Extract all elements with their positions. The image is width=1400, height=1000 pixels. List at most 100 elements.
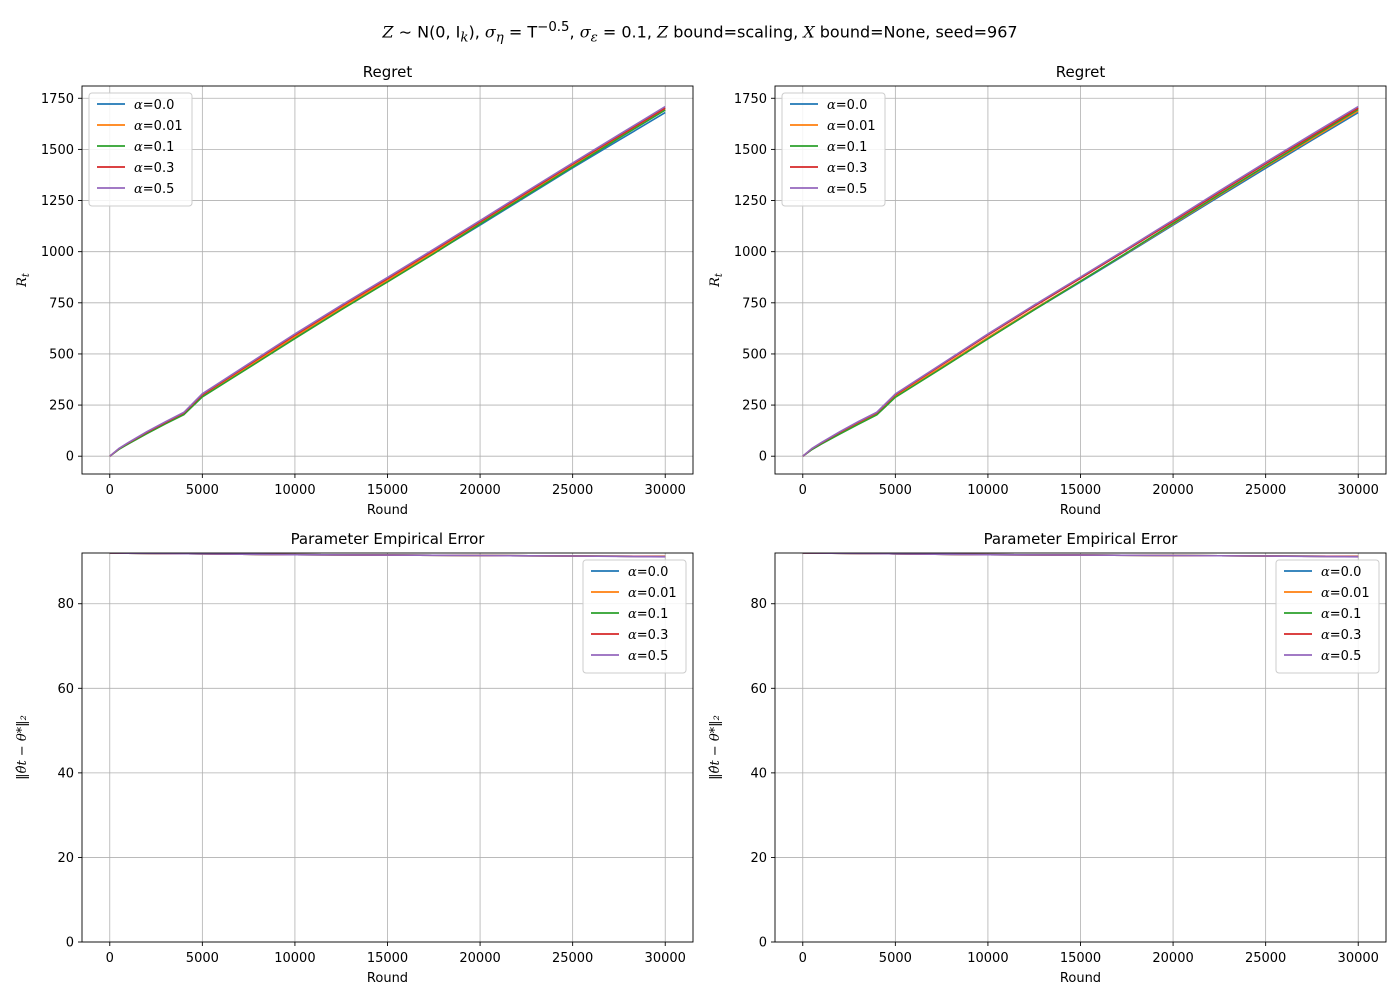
x-tick-label: 20000 xyxy=(1152,951,1193,966)
suptitle-zbound: Z xyxy=(656,22,669,42)
y-tick-label: 500 xyxy=(742,347,767,362)
chart-panel-2: 0 5000 10000 15000 20000 25000 30000 0 250 500 750… xyxy=(708,63,1387,518)
series-line-5 xyxy=(802,105,1359,457)
legend: α=0.0 α=0.01 α=0.1 α=0.3 α=0.5 xyxy=(1275,559,1380,674)
legend-entry-label: α=0.01 xyxy=(134,119,183,134)
legend-entry-label: α=0.01 xyxy=(827,119,876,134)
y-tick-label: 40 xyxy=(57,766,74,781)
suptitle-sigma-eta-exp: −0.5 xyxy=(537,20,570,35)
chart-title: Regret xyxy=(363,63,413,81)
legend-entry-label: α=0.01 xyxy=(628,586,677,601)
legend-entry-label: α=0.5 xyxy=(1321,649,1361,664)
x-tick-label: 30000 xyxy=(645,483,686,498)
suptitle-xbound: X xyxy=(803,22,815,42)
figure-suptitle: Z ∼ N(0, Ik), ση = T−0.5, σε = 0.1, Z bo… xyxy=(382,20,1018,46)
legend-entry-label: α=0.5 xyxy=(628,649,668,664)
x-tick-label: 25000 xyxy=(552,483,593,498)
suptitle-sigma-eta: σ xyxy=(484,22,496,42)
legend-entry-label: α=0.5 xyxy=(134,182,174,197)
y-tick-label: 1000 xyxy=(734,245,767,260)
suptitle-z: Z xyxy=(382,22,394,42)
x-tick-label: 15000 xyxy=(1060,951,1101,966)
suptitle-sigma-eps-sub: ε xyxy=(590,30,598,46)
legend-entry-label: α=0.5 xyxy=(827,182,867,197)
x-tick-label: 0 xyxy=(106,951,114,966)
legend-box xyxy=(781,92,886,207)
x-tick-label: 30000 xyxy=(1338,483,1379,498)
y-tick-label: 0 xyxy=(66,450,74,465)
y-tick-label: 250 xyxy=(742,399,767,414)
x-tick-label: 10000 xyxy=(967,951,1008,966)
x-tick-label: 0 xyxy=(799,483,807,498)
legend: α=0.0 α=0.01 α=0.1 α=0.3 α=0.5 xyxy=(582,559,687,674)
x-tick-label: 20000 xyxy=(459,483,500,498)
series-line-3 xyxy=(802,108,1359,457)
series-line-5 xyxy=(109,105,666,457)
chart-title: Parameter Empirical Error xyxy=(984,530,1179,548)
series-line-5 xyxy=(802,553,1359,558)
y-tick-label: 250 xyxy=(49,399,74,414)
y-tick-label: 1250 xyxy=(41,194,74,209)
y-tick-label: 500 xyxy=(49,347,74,362)
suptitle-sigma-eta-sub: η xyxy=(495,30,504,46)
x-tick-label: 25000 xyxy=(1245,483,1286,498)
x-axis-label: Round xyxy=(367,971,408,986)
x-tick-label: 15000 xyxy=(367,483,408,498)
y-tick-label: 80 xyxy=(57,597,74,612)
legend-entry-label: α=0.01 xyxy=(1321,586,1370,601)
legend-entry-label: α=0.0 xyxy=(827,98,867,113)
y-tick-label: 750 xyxy=(742,296,767,311)
y-axis-label: Rt xyxy=(15,272,32,288)
y-tick-label: 80 xyxy=(750,597,767,612)
y-tick-label: 1500 xyxy=(734,143,767,158)
suptitle-zbound-text: bound=scaling, xyxy=(668,22,804,42)
y-tick-label: 40 xyxy=(750,766,767,781)
x-tick-label: 15000 xyxy=(367,951,408,966)
legend-entry-label: α=0.3 xyxy=(827,161,867,176)
legend-entry-label: α=0.3 xyxy=(628,628,668,643)
y-tick-label: 0 xyxy=(759,936,767,951)
x-tick-label: 15000 xyxy=(1060,483,1101,498)
chart-title: Parameter Empirical Error xyxy=(291,530,486,548)
legend-box xyxy=(582,559,687,674)
y-tick-label: 20 xyxy=(57,851,74,866)
y-tick-label: 1500 xyxy=(41,143,74,158)
legend: α=0.0 α=0.01 α=0.1 α=0.3 α=0.5 xyxy=(781,92,886,207)
y-tick-label: 1250 xyxy=(734,194,767,209)
legend-entry-label: α=0.1 xyxy=(1321,607,1361,622)
y-tick-label: 60 xyxy=(57,682,74,697)
y-tick-label: 60 xyxy=(750,682,767,697)
x-tick-label: 5000 xyxy=(879,483,912,498)
x-tick-label: 25000 xyxy=(1245,951,1286,966)
legend-entry-label: α=0.1 xyxy=(134,140,174,155)
legend-entry-label: α=0.1 xyxy=(628,607,668,622)
suptitle-dist-sub: k xyxy=(460,30,469,46)
x-tick-label: 0 xyxy=(799,951,807,966)
x-tick-label: 10000 xyxy=(274,951,315,966)
y-tick-label: 750 xyxy=(49,296,74,311)
y-tick-label: 0 xyxy=(759,450,767,465)
y-tick-label: 1750 xyxy=(734,92,767,107)
x-axis-label: Round xyxy=(1060,503,1101,518)
series-line-3 xyxy=(109,109,666,457)
y-tick-label: 20 xyxy=(750,851,767,866)
y-tick-label: 1000 xyxy=(41,245,74,260)
legend-entry-label: α=0.0 xyxy=(134,98,174,113)
chart-panel-3: 0 5000 10000 15000 20000 25000 30000 0 20 40 60 80 P… xyxy=(15,530,694,986)
legend-entry-label: α=0.0 xyxy=(628,565,668,580)
x-tick-label: 5000 xyxy=(879,951,912,966)
legend: α=0.0 α=0.01 α=0.1 α=0.3 α=0.5 xyxy=(88,92,193,207)
suptitle-dist: ∼ N(0, I xyxy=(393,22,461,42)
x-tick-label: 10000 xyxy=(967,483,1008,498)
x-axis-label: Round xyxy=(1060,971,1101,986)
legend-entry-label: α=0.3 xyxy=(1321,628,1361,643)
y-axis-label: ‖θ̂t − θ*‖₂ xyxy=(15,715,30,780)
x-tick-label: 0 xyxy=(106,483,114,498)
x-tick-label: 5000 xyxy=(186,951,219,966)
suptitle-close: ) xyxy=(468,22,475,42)
y-tick-label: 1750 xyxy=(41,92,74,107)
y-tick-label: 0 xyxy=(66,936,74,951)
suptitle-sigma-eps: σ xyxy=(579,22,591,42)
